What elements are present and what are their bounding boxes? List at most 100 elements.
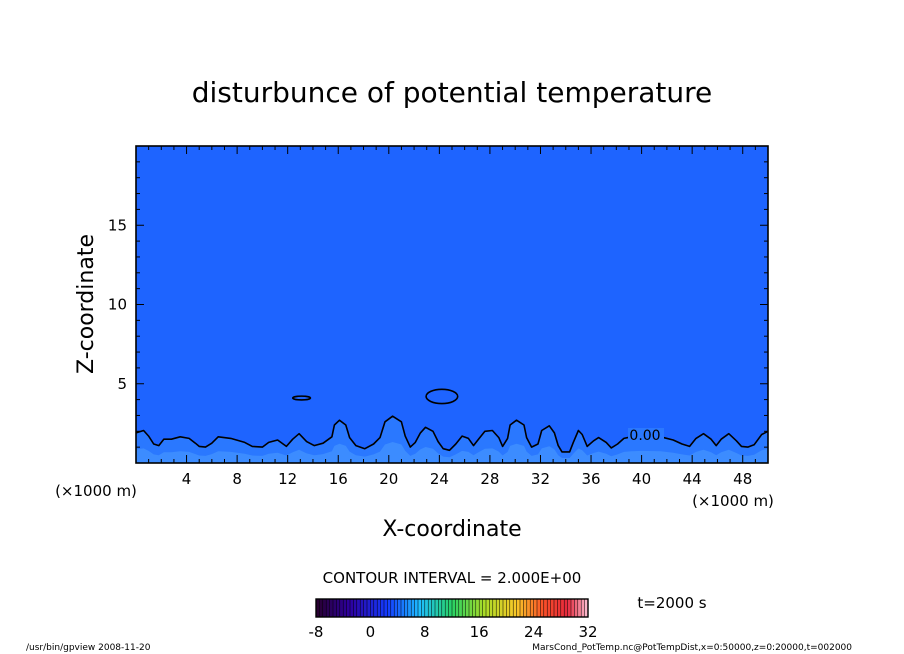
y-axis-unit: (×1000 m) bbox=[55, 482, 137, 500]
colorbar-cell bbox=[482, 599, 487, 617]
colorbar-cell bbox=[516, 599, 521, 617]
colorbar-cell bbox=[387, 599, 392, 617]
colorbar-cell bbox=[513, 599, 517, 617]
near-surface-layer bbox=[136, 442, 768, 463]
colorbar-cell bbox=[475, 599, 480, 617]
x-tick-label: 40 bbox=[632, 470, 651, 488]
colorbar-cell bbox=[520, 599, 524, 617]
colorbar-cell bbox=[448, 599, 453, 617]
colorbar-cell bbox=[360, 599, 364, 617]
colorbar-cell bbox=[509, 599, 514, 617]
colorbar-cell bbox=[574, 599, 579, 617]
colorbar bbox=[315, 599, 589, 617]
colorbar-cell bbox=[550, 599, 555, 617]
colorbar-cell bbox=[455, 599, 460, 617]
y-axis-label: Z-coordinate bbox=[74, 234, 99, 374]
colorbar-tick-label: 0 bbox=[366, 623, 376, 641]
time-label: t=2000 s bbox=[637, 594, 706, 612]
colorbar-cell bbox=[581, 599, 585, 617]
x-tick-label: 12 bbox=[278, 470, 297, 488]
colorbar-cell bbox=[435, 599, 439, 617]
colorbar-cell bbox=[472, 599, 477, 617]
colorbar-cell bbox=[486, 599, 490, 617]
colorbar-cell bbox=[428, 599, 432, 617]
colorbar-cell bbox=[465, 599, 470, 617]
layer-below-zero-contour bbox=[136, 416, 768, 463]
x-tick-label: 44 bbox=[683, 470, 702, 488]
colorbar-cell bbox=[584, 599, 589, 617]
colorbar-cell bbox=[401, 599, 405, 617]
x-tick-label: 20 bbox=[379, 470, 398, 488]
x-axis-ticks: 4 8 12 16 20 24 28 32 36 40 44 48 bbox=[135, 146, 769, 488]
colorbar-cell bbox=[469, 599, 473, 617]
colorbar-cell bbox=[458, 599, 463, 617]
contour-label: 0.00 bbox=[629, 428, 660, 444]
colorbar-cell bbox=[496, 599, 500, 617]
colorbar-cell bbox=[554, 599, 558, 617]
colorbar-tick-label: 16 bbox=[470, 623, 489, 641]
colorbar-cell bbox=[373, 599, 378, 617]
colorbar-tick-label: -8 bbox=[309, 623, 324, 641]
colorbar-cell bbox=[564, 599, 568, 617]
x-tick-label: 24 bbox=[430, 470, 449, 488]
colorbar-cell bbox=[424, 599, 429, 617]
colorbar-cell bbox=[489, 599, 494, 617]
colorbar-cell bbox=[350, 599, 354, 617]
colorbar-cell bbox=[367, 599, 371, 617]
colorbar-tick-label: 32 bbox=[578, 623, 597, 641]
footer-left: /usr/bin/gpview 2008-11-20 bbox=[26, 643, 151, 653]
colorbar-tick-label: 8 bbox=[420, 623, 430, 641]
colorbar-cell bbox=[547, 599, 551, 617]
colorbar-cell bbox=[397, 599, 402, 617]
x-axis-unit: (×1000 m) bbox=[692, 492, 774, 510]
colorbar-cell bbox=[577, 599, 582, 617]
colorbar-cell bbox=[445, 599, 449, 617]
colorbar-cell bbox=[557, 599, 562, 617]
y-tick-label: 5 bbox=[117, 375, 127, 393]
closed-contour-2 bbox=[425, 388, 459, 405]
x-tick-label: 4 bbox=[182, 470, 192, 488]
colorbar-cell bbox=[523, 599, 528, 617]
x-tick-label: 28 bbox=[480, 470, 499, 488]
colorbar-cell bbox=[571, 599, 575, 617]
y-axis-ticks: 5 10 15 bbox=[108, 145, 768, 464]
colorbar-cell bbox=[394, 599, 398, 617]
colorbar-cell bbox=[533, 599, 538, 617]
colorbar-cell bbox=[356, 599, 361, 617]
colorbar-cell bbox=[540, 599, 545, 617]
colorbar-cell bbox=[506, 599, 511, 617]
y-tick-label: 10 bbox=[108, 296, 127, 314]
y-tick-label: 15 bbox=[108, 216, 127, 234]
colorbar-cell bbox=[537, 599, 541, 617]
closed-contour-1 bbox=[291, 395, 312, 401]
colorbar-cell bbox=[407, 599, 412, 617]
contour-label-background bbox=[628, 428, 664, 442]
colorbar-cell bbox=[560, 599, 565, 617]
colorbar-frame bbox=[315, 598, 589, 618]
colorbar-cell bbox=[431, 599, 436, 617]
colorbar-cell bbox=[479, 599, 483, 617]
x-axis-label: X-coordinate bbox=[382, 517, 521, 542]
x-tick-label: 8 bbox=[232, 470, 242, 488]
colorbar-cell bbox=[503, 599, 507, 617]
colorbar-cell bbox=[438, 599, 443, 617]
colorbar-cell bbox=[452, 599, 456, 617]
potential-temperature-field bbox=[136, 146, 768, 463]
chart-title: disturbunce of potential temperature bbox=[192, 76, 713, 109]
colorbar-cell bbox=[319, 599, 324, 617]
x-tick-label: 36 bbox=[581, 470, 600, 488]
x-tick-label: 16 bbox=[329, 470, 348, 488]
colorbar-cell bbox=[499, 599, 504, 617]
colorbar-cell bbox=[370, 599, 375, 617]
colorbar-cell bbox=[390, 599, 395, 617]
x-tick-label: 32 bbox=[531, 470, 550, 488]
colorbar-cell bbox=[322, 599, 327, 617]
colorbar-cell bbox=[421, 599, 426, 617]
colorbar-cell bbox=[377, 599, 381, 617]
colorbar-ticks: -8 0 8 16 24 32 bbox=[309, 623, 598, 641]
colorbar-cell bbox=[411, 599, 415, 617]
colorbar-cell bbox=[530, 599, 534, 617]
colorbar-cell bbox=[316, 599, 320, 617]
colorbar-cell bbox=[492, 599, 497, 617]
